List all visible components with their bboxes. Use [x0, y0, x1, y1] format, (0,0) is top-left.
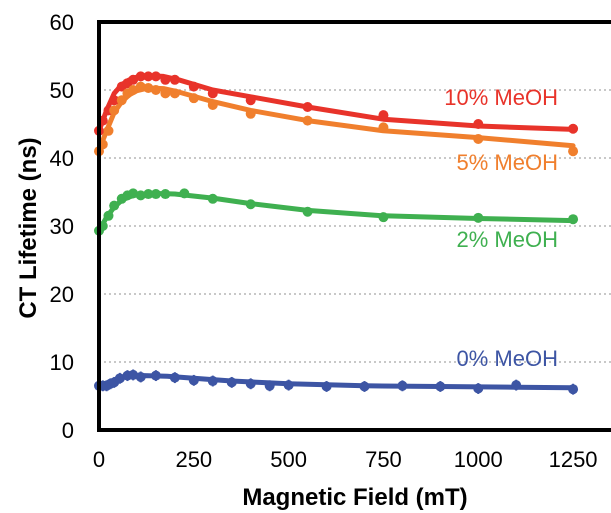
- data-point: [150, 71, 161, 82]
- data-point: [321, 381, 332, 392]
- data-point: [135, 81, 146, 92]
- data-point: [207, 193, 218, 204]
- data-point: [135, 190, 146, 201]
- data-point: [397, 380, 408, 391]
- data-point: [207, 99, 218, 110]
- data-point: [188, 93, 199, 104]
- y-tick-label: 50: [50, 78, 74, 103]
- data-point: [150, 189, 161, 200]
- x-tick-label: 750: [365, 447, 402, 472]
- data-point: [116, 95, 127, 106]
- data-point: [378, 110, 389, 121]
- y-tick-label: 20: [50, 282, 74, 307]
- data-point: [568, 214, 579, 225]
- data-point: [103, 210, 114, 221]
- series-labels: 10% MeOH 5% MeOH 2% MeOH 0% MeOH: [444, 85, 558, 371]
- data-point: [245, 108, 256, 119]
- data-point: [568, 146, 579, 157]
- data-point: [128, 188, 139, 199]
- data-point: [359, 381, 370, 392]
- data-point: [128, 74, 139, 85]
- data-point: [302, 206, 313, 217]
- data-point: [245, 199, 256, 210]
- y-tick-label: 30: [50, 214, 74, 239]
- x-tick-label: 250: [175, 447, 212, 472]
- data-point: [135, 71, 146, 82]
- data-point: [245, 378, 256, 389]
- data-point: [169, 74, 180, 85]
- data-point: [179, 188, 190, 199]
- y-tick-label: 40: [50, 146, 74, 171]
- data-point: [135, 371, 146, 382]
- y-tick-label: 60: [50, 10, 74, 35]
- data-point: [160, 189, 171, 200]
- data-point: [264, 380, 275, 391]
- data-point: [188, 375, 199, 386]
- data-point: [302, 102, 313, 112]
- data-point: [511, 380, 522, 391]
- data-point: [160, 88, 171, 99]
- data-point: [109, 105, 120, 116]
- x-tick-labels: 0 250 500 750 1000 1250: [93, 447, 598, 472]
- series-label: 10% MeOH: [444, 85, 558, 110]
- series-label: 5% MeOH: [457, 150, 558, 175]
- x-tick-label: 0: [93, 447, 105, 472]
- data-point: [128, 85, 139, 95]
- data-point: [378, 122, 389, 133]
- data-point: [103, 125, 114, 136]
- data-point: [143, 189, 154, 200]
- gridlines: [99, 89, 611, 363]
- series-label: 2% MeOH: [457, 227, 558, 252]
- y-axis-title: CT Lifetime (ns): [15, 137, 42, 318]
- data-point: [143, 82, 154, 93]
- data-point: [160, 74, 171, 85]
- data-point: [435, 381, 446, 392]
- data-point: [568, 384, 579, 395]
- data-point: [143, 71, 154, 82]
- y-tick-label: 0: [62, 418, 74, 443]
- data-point: [150, 85, 161, 95]
- x-tick-label: 500: [270, 447, 307, 472]
- plot-frame: [97, 20, 611, 432]
- data-point: [207, 376, 218, 387]
- data-point: [473, 212, 484, 223]
- data-point: [109, 200, 120, 211]
- data-point: [245, 95, 256, 106]
- data-point: [188, 81, 199, 92]
- data-point: [302, 115, 313, 126]
- data-point: [473, 383, 484, 394]
- data-point: [226, 377, 237, 388]
- data-point: [473, 133, 484, 144]
- y-tick-label: 10: [50, 350, 74, 375]
- data-point: [169, 372, 180, 383]
- data-point: [114, 373, 125, 384]
- x-axis-title: Magnetic Field (mT): [242, 484, 467, 511]
- data-point: [128, 369, 139, 380]
- data-point: [283, 380, 294, 391]
- x-tick-label: 1250: [549, 447, 598, 472]
- series-label: 0% MeOH: [457, 346, 558, 371]
- data-point: [473, 119, 484, 129]
- data-point: [207, 88, 218, 99]
- data-point: [169, 88, 180, 99]
- data-point: [568, 123, 579, 134]
- x-tick-label: 1000: [454, 447, 503, 472]
- data-point: [378, 212, 389, 223]
- data-point: [109, 95, 120, 106]
- data-point: [150, 370, 161, 381]
- y-tick-labels: 0 10 20 30 40 50 60: [50, 10, 74, 443]
